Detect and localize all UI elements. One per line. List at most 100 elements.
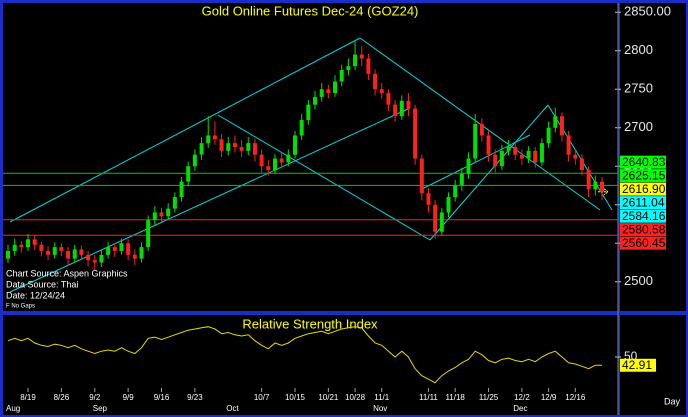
candle-body	[346, 66, 351, 70]
candle-body	[559, 116, 564, 136]
candle-body	[413, 108, 418, 159]
level-label: 2616.90	[622, 182, 666, 196]
x-tick-label: 8/19	[20, 393, 36, 402]
x-tick-label: 12/2	[514, 393, 530, 402]
candle-body	[399, 100, 404, 117]
candle-body	[279, 158, 284, 163]
y-tick-label: 2750	[624, 81, 653, 96]
x-tick-label: 10/15	[285, 393, 306, 402]
candle-body	[259, 154, 264, 167]
candle-body	[353, 54, 358, 67]
candle-body	[146, 220, 151, 248]
candle-body	[246, 143, 251, 151]
candle-body	[513, 146, 518, 155]
note: Chart Source: Aspen Graphics	[6, 268, 128, 278]
chart-title: Gold Online Futures Dec-24 (GOZ24)	[202, 3, 419, 18]
candle-body	[406, 100, 411, 109]
x-tick-label: 10/21	[318, 393, 339, 402]
month-label: Oct	[226, 404, 239, 413]
x-tick-label: 10/28	[345, 393, 366, 402]
candle-body	[99, 254, 104, 263]
candle-body	[566, 135, 571, 155]
rsi-last-box	[620, 358, 656, 372]
candle-body	[79, 249, 84, 255]
candle-body	[12, 244, 17, 251]
candle-body	[386, 93, 391, 105]
candle-body	[232, 143, 237, 147]
level-box	[620, 223, 666, 237]
candle-body	[252, 143, 257, 155]
rsi-title: Relative Strength Index	[242, 316, 378, 331]
candle-body	[112, 247, 117, 251]
candle-body	[579, 158, 584, 171]
month-label: Dec	[513, 404, 527, 413]
candle-body	[546, 127, 551, 144]
candle-body	[600, 181, 604, 192]
trend-line	[217, 114, 431, 241]
candle-body	[573, 154, 578, 159]
level-label: 2611.04	[622, 195, 665, 209]
candle-body	[239, 146, 244, 151]
level-box	[620, 155, 666, 169]
candle-body	[366, 58, 371, 74]
month-label: Nov	[373, 404, 387, 413]
level-box	[620, 236, 666, 250]
candle-body	[459, 173, 464, 186]
x-unit: Day	[664, 396, 681, 406]
candle-body	[172, 197, 177, 209]
candle-body	[333, 81, 338, 94]
candle-body	[426, 193, 431, 205]
candle-body	[466, 158, 471, 174]
candle-body	[106, 247, 111, 255]
candle-body	[59, 247, 64, 251]
candle-body	[92, 260, 97, 263]
level-label: 2580.58	[622, 222, 666, 236]
y-tick-label: 2500	[624, 273, 653, 288]
candle-body	[553, 116, 558, 128]
candle-body	[46, 250, 51, 255]
y-tick-label: 2850.00	[624, 4, 671, 19]
y-tick-label: 2700	[624, 119, 653, 134]
level-label: 2560.45	[622, 236, 666, 250]
candle-body	[486, 135, 491, 155]
candle-body	[586, 170, 591, 190]
candle-body	[132, 254, 137, 259]
x-tick-label: 12/9	[541, 393, 557, 402]
level-label: 2584.16	[622, 209, 666, 223]
candle-body	[379, 89, 384, 94]
candle-body	[52, 247, 57, 255]
level-box	[620, 196, 666, 210]
x-tick-label: 11/18	[445, 393, 465, 402]
rsi-line	[7, 326, 603, 384]
candle-body	[119, 243, 124, 251]
candle-body	[306, 104, 311, 121]
x-tick-label: 9/2	[89, 393, 101, 402]
candle-body	[526, 150, 531, 159]
note: Date: 12/24/24	[6, 290, 65, 300]
candle-body	[166, 208, 171, 217]
x-tick-label: 11/25	[479, 393, 499, 402]
trend-line	[9, 37, 361, 223]
level-box	[620, 209, 666, 223]
gap-note: F No Gaps	[6, 304, 35, 310]
candle-body	[152, 212, 157, 221]
candle-body	[219, 139, 224, 151]
month-label: Sep	[93, 404, 108, 413]
x-tick-label: 11/11	[419, 393, 438, 402]
candle-body	[199, 143, 204, 155]
candle-body	[86, 254, 91, 261]
candle-body	[479, 123, 484, 136]
candle-body	[439, 212, 444, 232]
x-tick-label: 10/7	[254, 393, 270, 402]
candle-body	[499, 150, 504, 167]
candle-body	[6, 250, 10, 259]
level-label: 2625.15	[622, 168, 666, 182]
candle-body	[212, 135, 217, 140]
candle-body	[393, 104, 398, 117]
candle-body	[593, 181, 598, 190]
candle-body	[446, 197, 451, 213]
candle-body	[299, 120, 304, 136]
trend-line	[9, 107, 411, 293]
candle-body	[539, 143, 544, 163]
